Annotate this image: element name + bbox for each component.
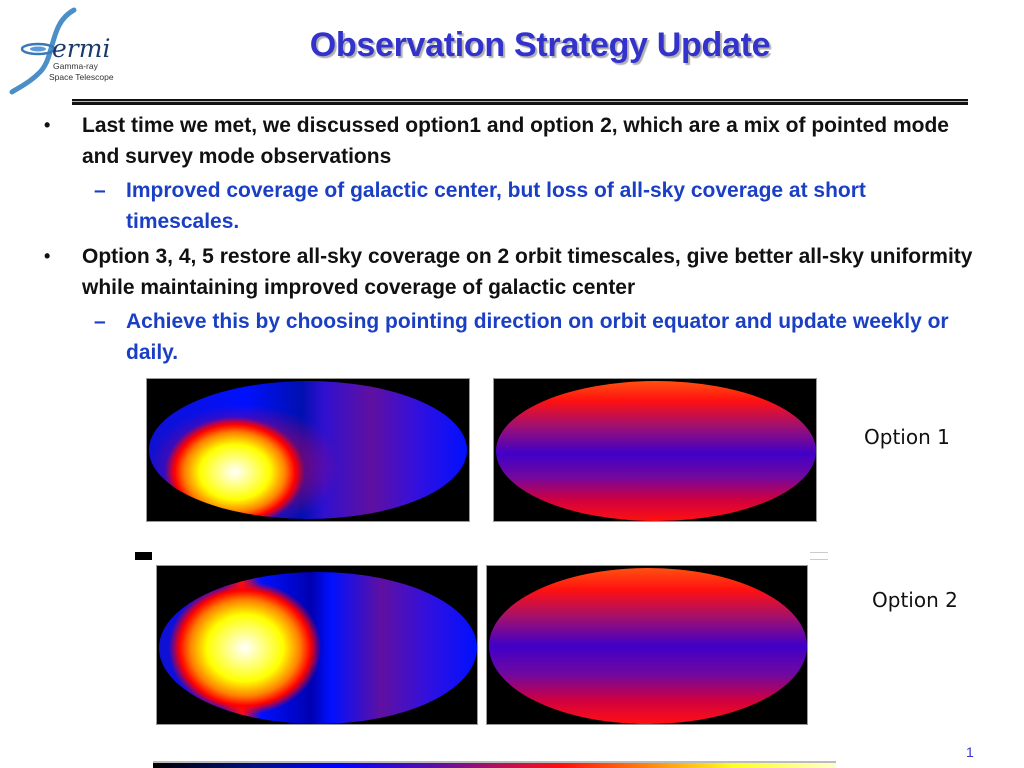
legend-marker — [135, 552, 152, 560]
bullet-marker: • — [44, 115, 51, 135]
fermi-logo: ermi Gamma-ray Space Telescope — [8, 4, 118, 96]
legend-marker — [810, 552, 828, 560]
fermi-swoosh-icon — [9, 7, 77, 95]
title-divider — [72, 99, 968, 105]
logo-subtitle-line2: Space Telescope — [49, 72, 114, 82]
colorbar — [153, 763, 836, 768]
page-number: 1 — [966, 744, 974, 760]
option1-label: Option 1 — [864, 425, 950, 449]
logo-brand-text: ermi — [52, 34, 111, 63]
sub-bullet-item: – Achieve this by choosing pointing dire… — [44, 306, 984, 368]
bullet-marker: • — [44, 246, 51, 266]
bullet-text: Last time we met, we discussed option1 a… — [82, 114, 949, 168]
logo-subtitle: Gamma-ray Space Telescope — [49, 61, 114, 83]
colorbar-border — [153, 761, 836, 763]
sub-bullet-marker: – — [94, 310, 106, 333]
logo-subtitle-line1: Gamma-ray — [53, 61, 98, 71]
sub-bullet-text: Improved coverage of galactic center, bu… — [126, 179, 866, 233]
bullet-text: Option 3, 4, 5 restore all-sky coverage … — [82, 245, 973, 299]
bullet-item: • Last time we met, we discussed option1… — [44, 110, 984, 172]
bullet-list: • Last time we met, we discussed option1… — [44, 110, 984, 372]
option2-label: Option 2 — [872, 588, 958, 612]
bullet-item: • Option 3, 4, 5 restore all-sky coverag… — [44, 241, 984, 303]
sub-bullet-marker: – — [94, 179, 106, 202]
option2-uniformity-map — [486, 565, 808, 725]
option2-exposure-map — [156, 565, 478, 725]
slide-title: Observation Strategy Update — [309, 26, 771, 64]
sub-bullet-item: – Improved coverage of galactic center, … — [44, 175, 984, 237]
sub-bullet-text: Achieve this by choosing pointing direct… — [126, 310, 949, 364]
option1-uniformity-map — [493, 378, 817, 522]
option1-exposure-map — [146, 378, 470, 522]
